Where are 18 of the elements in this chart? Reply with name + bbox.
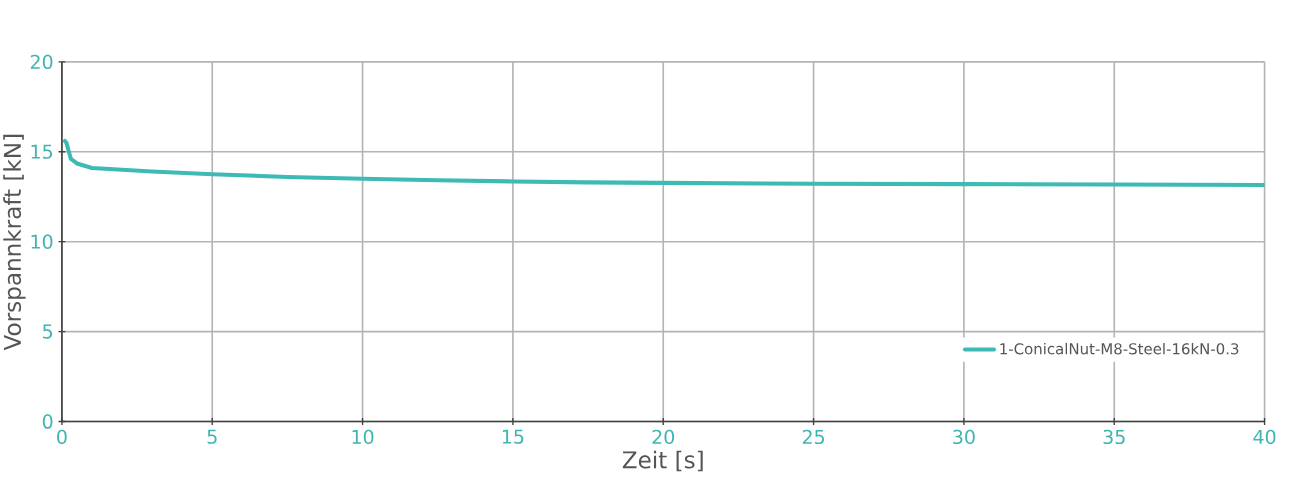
x-tick-label: 20 bbox=[652, 429, 675, 445]
x-tick-label: 30 bbox=[953, 429, 975, 445]
x-axis-title: Zeit [s] bbox=[622, 450, 703, 472]
y-tick-label: 20 bbox=[30, 54, 53, 69]
x-tick-label: 25 bbox=[802, 429, 825, 445]
x-tick-label: 15 bbox=[502, 429, 524, 444]
x-tick-label: 40 bbox=[1253, 429, 1276, 445]
y-tick-label: 10 bbox=[31, 234, 53, 249]
y-axis-title: Vorspannkraft [kN] bbox=[3, 134, 26, 351]
y-tick-label: 0 bbox=[42, 414, 53, 429]
x-tick-label: 35 bbox=[1103, 429, 1125, 445]
x-tick-label: 5 bbox=[207, 429, 217, 444]
x-tick-label: 0 bbox=[57, 429, 67, 445]
x-tick-label: 10 bbox=[352, 429, 374, 445]
line-series bbox=[62, 138, 1265, 187]
y-tick-label: 15 bbox=[31, 144, 53, 159]
y-tick-label: 5 bbox=[43, 324, 53, 339]
legend-label: 1-ConicalNut-M8-Steel-16kN-0.3 bbox=[1000, 342, 1239, 355]
